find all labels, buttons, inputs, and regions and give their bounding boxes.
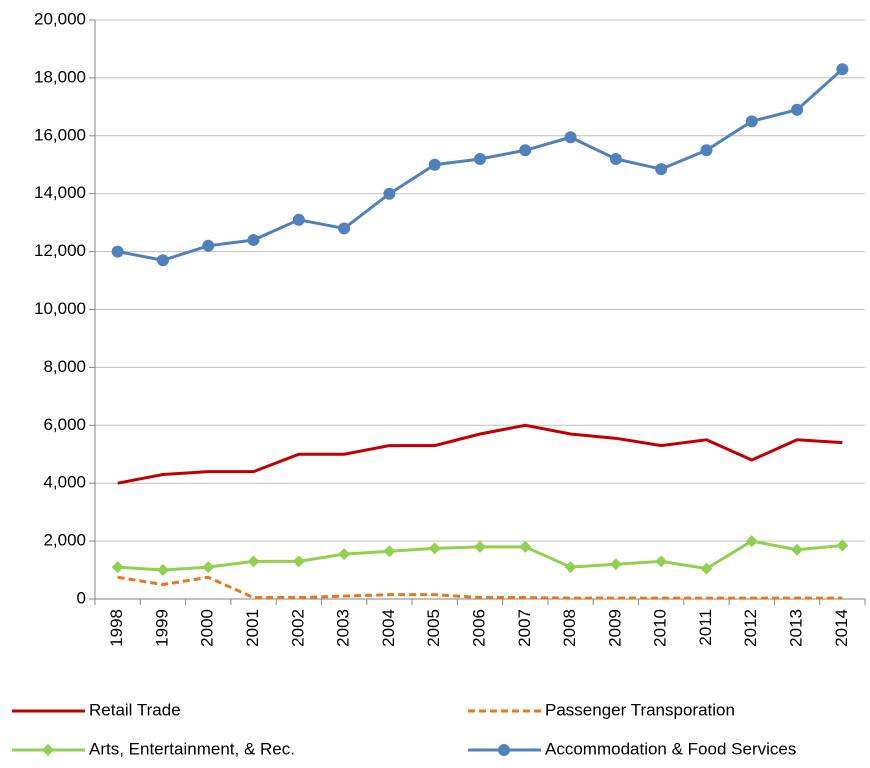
x-tick-label: 2008 [560, 609, 579, 647]
point [247, 234, 260, 247]
point [519, 144, 532, 157]
point [383, 545, 396, 558]
point [428, 542, 441, 555]
point [791, 543, 804, 556]
point [609, 152, 622, 165]
point [474, 540, 486, 553]
point [338, 222, 351, 235]
legend-label: Retail Trade [89, 700, 181, 719]
y-tick-label: 10,000 [34, 299, 86, 318]
point [156, 564, 169, 577]
point [655, 555, 668, 568]
point [111, 245, 124, 258]
point [564, 131, 577, 144]
point [292, 555, 305, 568]
y-tick-label: 2,000 [43, 531, 86, 550]
x-tick-label: 2011 [696, 609, 715, 646]
y-tick-label: 4,000 [43, 473, 86, 492]
x-tick-label: 2005 [424, 609, 443, 647]
point [836, 63, 849, 76]
point [383, 187, 396, 200]
legend-label: Passenger Transporation [545, 700, 735, 719]
y-tick-label: 8,000 [43, 357, 86, 376]
y-tick-label: 18,000 [34, 67, 86, 86]
line [117, 575, 843, 600]
point [111, 561, 124, 574]
y-tick-label: 6,000 [43, 415, 86, 434]
x-tick-label: 2004 [379, 609, 398, 647]
x-tick-label: 2002 [288, 609, 307, 647]
point [745, 535, 758, 548]
point [247, 555, 260, 568]
point [700, 144, 713, 157]
x-tick-label: 1999 [152, 609, 171, 647]
x-tick-label: 2000 [198, 609, 217, 647]
y-tick-label: 12,000 [34, 241, 86, 260]
x-tick-label: 2007 [515, 609, 534, 647]
x-tick-label: 2010 [651, 609, 670, 647]
point [42, 744, 54, 756]
y-tick-label: 14,000 [34, 183, 86, 202]
point [338, 548, 351, 561]
x-tick-label: 2014 [832, 609, 851, 647]
point [609, 558, 622, 571]
point [519, 540, 532, 553]
point [498, 744, 510, 756]
point [655, 163, 668, 176]
point [836, 539, 849, 552]
x-tick-label: 2009 [605, 609, 624, 647]
x-tick-label: 2012 [741, 609, 760, 647]
legend-label: Accommodation & Food Services [545, 739, 796, 758]
point [474, 152, 486, 165]
x-tick-label: 2003 [334, 609, 353, 647]
point [700, 562, 713, 575]
point [428, 158, 441, 171]
legend-label: Arts, Entertainment, & Rec. [89, 739, 295, 758]
point [791, 103, 804, 116]
point [564, 561, 577, 574]
point [202, 561, 215, 574]
x-tick-label: 2013 [787, 609, 806, 647]
line [117, 423, 843, 485]
y-tick-label: 0 [77, 588, 86, 607]
y-tick-label: 20,000 [34, 9, 86, 28]
point [156, 254, 169, 267]
point [292, 213, 305, 226]
point [745, 115, 758, 128]
x-tick-label: 2006 [469, 609, 488, 647]
x-tick-label: 2001 [243, 609, 262, 647]
y-tick-label: 16,000 [34, 125, 86, 144]
point [202, 239, 215, 252]
x-tick-label: 1998 [107, 609, 126, 647]
